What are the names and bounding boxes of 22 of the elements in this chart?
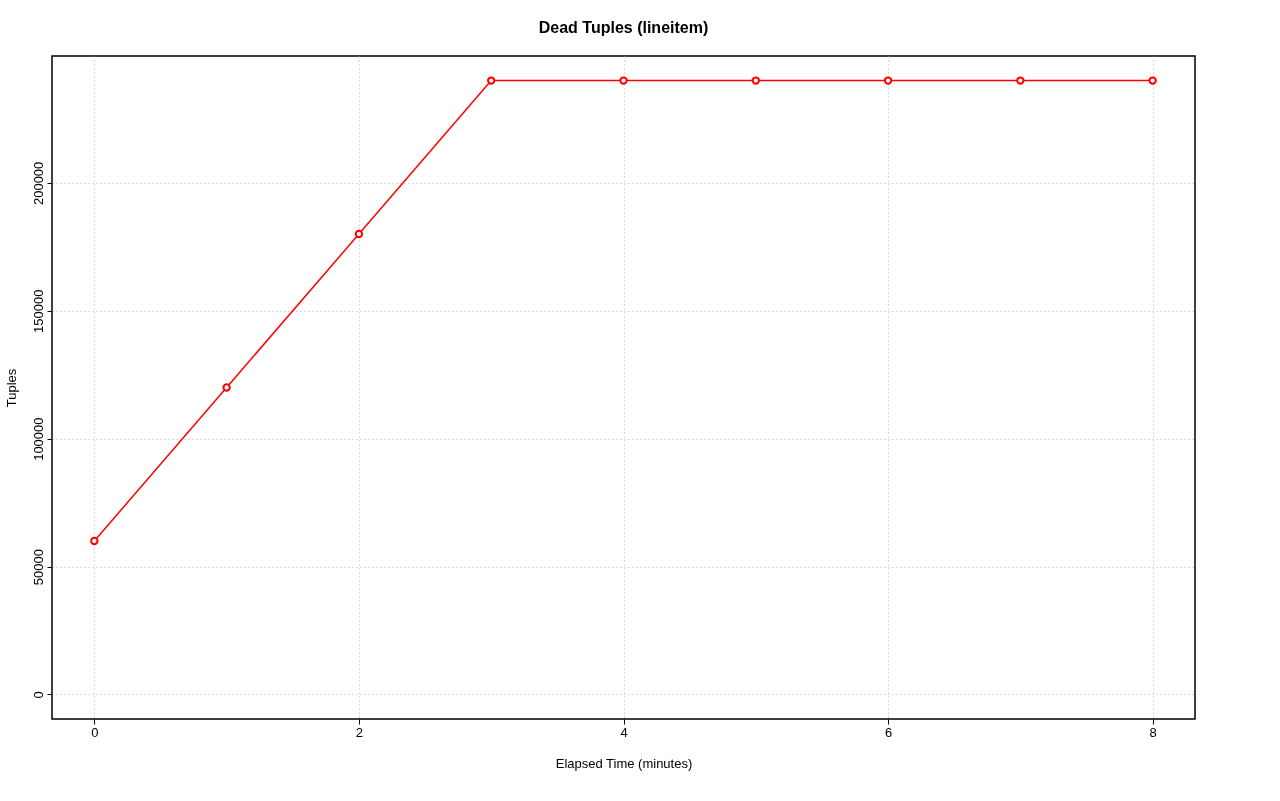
point — [883, 76, 893, 85]
x-tick-label: 8 — [1149, 724, 1157, 740]
point — [354, 229, 364, 239]
y-tick-label: 0 — [30, 691, 46, 699]
point — [1016, 76, 1025, 85]
x-tick-label: 0 — [91, 724, 99, 740]
x-tick-label: 6 — [884, 724, 893, 740]
y-tick-label: 50000 — [30, 548, 46, 586]
point — [487, 76, 496, 85]
point — [1148, 76, 1157, 85]
y-tick-label: 100000 — [30, 417, 46, 461]
point — [751, 76, 760, 85]
x-axis-title: Elapsed Time (minutes) — [555, 755, 693, 771]
y-tick-label: 200000 — [30, 161, 46, 206]
chart-title: Dead Tuples (lineitem) — [538, 19, 709, 36]
x-tick-label: 2 — [355, 724, 364, 740]
point — [222, 383, 231, 392]
point — [90, 536, 99, 546]
x-tick-label: 4 — [620, 724, 628, 740]
y-axis-title: Tuples — [3, 368, 19, 408]
point — [619, 76, 628, 85]
y-tick-label: 150000 — [30, 289, 46, 333]
